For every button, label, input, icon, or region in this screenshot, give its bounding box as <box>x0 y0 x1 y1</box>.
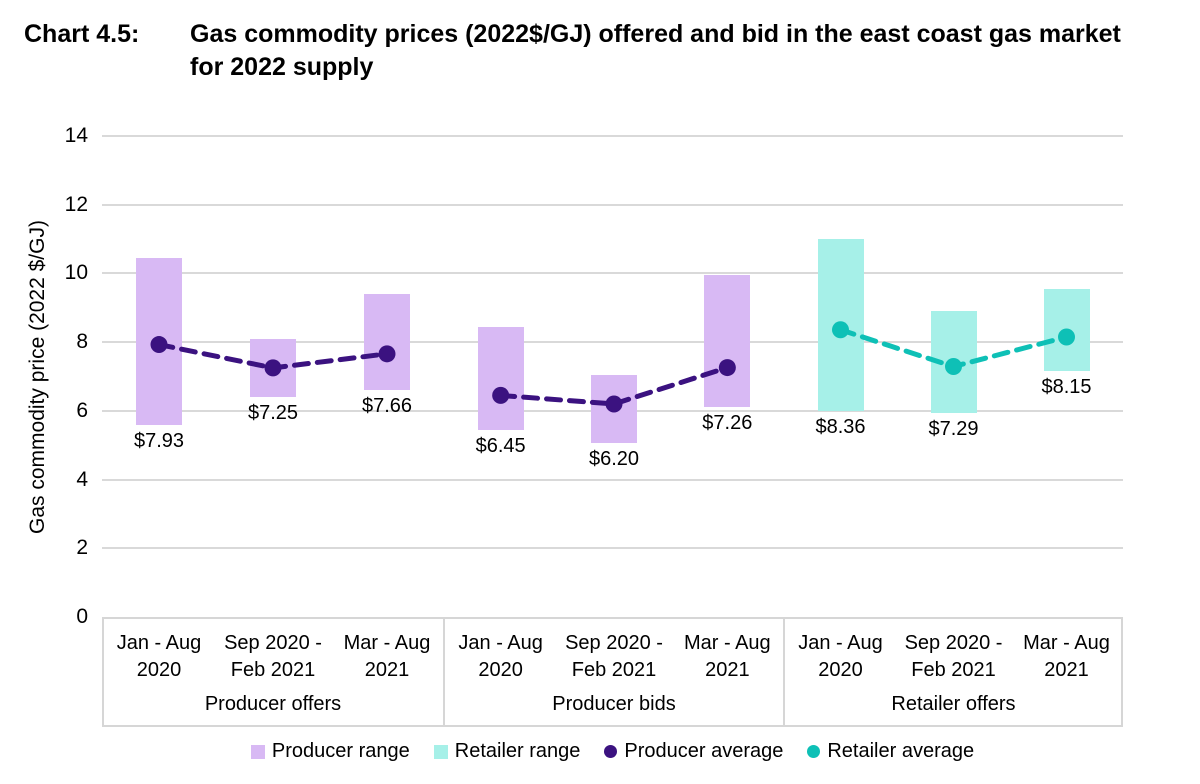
gridline-10 <box>102 272 1123 275</box>
y-tick-label-8: 8 <box>76 330 88 354</box>
y-tick-label-2: 2 <box>76 536 88 560</box>
range-bar-producer-bids-1 <box>477 326 524 430</box>
page-title: Gas commodity prices (2022$/GJ) offered … <box>190 20 1121 81</box>
group-divider-1 <box>443 617 445 727</box>
legend-label: Producer range <box>271 740 410 762</box>
value-label-producer-offers-1: $7.93 <box>133 429 185 452</box>
group-label-producer-bids: Producer bids <box>552 693 676 715</box>
group-label-retailer-offers: Retailer offers <box>891 693 1016 715</box>
value-label-producer-bids-2: $6.20 <box>588 448 640 471</box>
range-bar-producer-offers-2 <box>250 338 296 398</box>
x-tick-label-producer-offers-1: Jan - Aug 2020 <box>116 632 202 681</box>
y-tick-label-12: 12 <box>64 192 88 216</box>
producer-range-square-marker-icon <box>250 744 265 759</box>
gridline-12 <box>102 203 1123 206</box>
retailer-range-square-marker-icon <box>433 744 448 759</box>
value-label-retailer-offers-2: $7.29 <box>928 417 979 440</box>
legend-item-producer-average: Producer average <box>604 740 783 763</box>
x-tick-label-producer-offers-2: Sep 2020 - Feb 2021 <box>224 632 322 681</box>
x-tick-label-producer-bids-1: Jan - Aug 2020 <box>458 632 543 681</box>
value-label-producer-offers-3: $7.66 <box>361 395 413 418</box>
range-bar-producer-bids-3 <box>704 275 751 408</box>
value-label-producer-bids-3: $7.26 <box>702 412 753 435</box>
x-tick-label-retailer-offers-1: Jan - Aug 2020 <box>798 632 883 681</box>
x-tick-label-producer-offers-3: Mar - Aug 2021 <box>343 632 431 681</box>
gridline-14 <box>102 135 1123 137</box>
legend-label: Retailer average <box>827 740 975 762</box>
chart-header: Chart 4.5: Gas commodity prices (2022$/G… <box>24 18 1184 84</box>
chart-number: Chart 4.5: <box>24 20 140 48</box>
category-axis-box <box>102 617 1123 727</box>
y-tick-label-6: 6 <box>76 398 88 422</box>
group-divider-2 <box>783 617 785 727</box>
gridline-8 <box>102 341 1123 344</box>
range-bar-producer-bids-2 <box>591 374 637 444</box>
y-tick-label-0: 0 <box>76 605 88 628</box>
legend-label: Producer average <box>624 740 784 762</box>
y-tick-label-4: 4 <box>76 467 88 491</box>
y-tick-label-14: 14 <box>64 124 88 147</box>
x-tick-label-retailer-offers-3: Mar - Aug 2021 <box>1023 632 1110 681</box>
x-tick-label-producer-bids-3: Mar - Aug 2021 <box>683 632 771 681</box>
range-bar-producer-offers-3 <box>364 294 410 391</box>
x-tick-label-producer-bids-2: Sep 2020 - Feb 2021 <box>565 632 663 681</box>
range-bar-producer-offers-1 <box>136 257 182 425</box>
y-tick-label-10: 10 <box>64 261 88 285</box>
legend-item-retailer-average: Retailer average <box>807 740 974 763</box>
value-label-retailer-offers-1: $8.36 <box>815 415 866 438</box>
legend-item-producer-range: Producer range <box>250 740 410 763</box>
range-bar-retailer-offers-1 <box>817 239 864 411</box>
value-label-producer-bids-1: $6.45 <box>475 434 526 457</box>
legend-label: Retailer range <box>454 740 581 762</box>
range-bar-retailer-offers-3 <box>1043 288 1090 372</box>
value-label-retailer-offers-3: $8.15 <box>1041 376 1092 399</box>
gridline-2 <box>102 547 1123 550</box>
range-bar-retailer-offers-2 <box>930 311 977 413</box>
producer-average-circle-marker-icon <box>604 745 618 758</box>
gridline-4 <box>102 478 1123 481</box>
retailer-average-circle-marker-icon <box>807 745 821 758</box>
value-label-producer-offers-2: $7.25 <box>247 402 299 425</box>
group-label-producer-offers: Producer offers <box>204 693 342 715</box>
legend: Producer range Retailer range Producer ave… <box>102 740 1123 763</box>
legend-item-retailer-range: Retailer range <box>433 740 581 763</box>
x-tick-label-retailer-offers-2: Sep 2020 - Feb 2021 <box>904 632 1003 681</box>
